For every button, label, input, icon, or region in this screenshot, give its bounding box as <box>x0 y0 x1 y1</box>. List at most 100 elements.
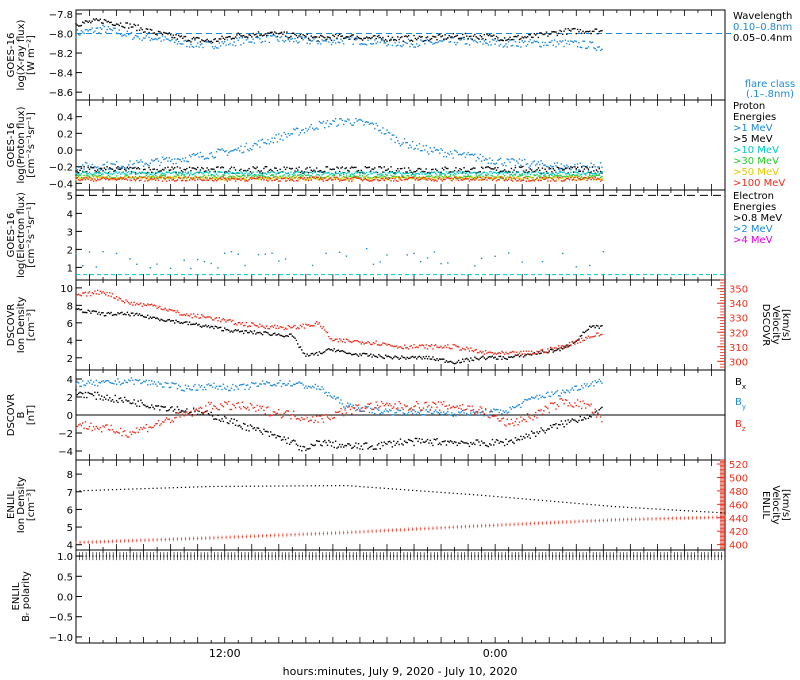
data-point <box>272 176 275 178</box>
data-point <box>411 173 414 176</box>
data-point <box>587 417 590 419</box>
data-point <box>553 31 556 33</box>
data-point <box>361 43 364 45</box>
data-point <box>349 444 352 447</box>
data-point <box>167 166 169 168</box>
data-point <box>434 359 437 362</box>
data-point <box>386 443 388 445</box>
data-point <box>349 175 352 177</box>
data-point <box>479 41 481 43</box>
data-point <box>551 426 553 429</box>
data-point <box>376 124 379 127</box>
data-point <box>291 32 294 35</box>
data-point <box>91 292 93 294</box>
series--10-mev <box>75 170 603 176</box>
data-point <box>537 161 540 163</box>
data-point <box>359 118 361 121</box>
data-point <box>487 173 490 175</box>
data-point <box>167 319 169 321</box>
data-point <box>489 356 491 358</box>
data-point <box>138 175 141 178</box>
data-point <box>326 38 329 40</box>
data-point <box>555 178 557 180</box>
data-point <box>92 173 95 175</box>
data-point <box>467 175 469 177</box>
data-point <box>578 419 580 422</box>
data-point <box>90 393 92 395</box>
data-point <box>343 37 345 40</box>
data-point <box>321 122 323 124</box>
data-point <box>301 349 303 351</box>
data-point <box>248 178 250 181</box>
data-point <box>194 177 196 180</box>
data-point <box>82 177 84 179</box>
data-point <box>494 38 496 40</box>
data-point <box>75 175 77 178</box>
data-point <box>516 172 518 174</box>
data-point <box>371 343 373 346</box>
data-point <box>507 41 510 43</box>
data-point <box>532 179 534 181</box>
data-point <box>379 355 381 357</box>
data-point <box>275 173 277 175</box>
data-point <box>224 41 226 43</box>
data-point <box>264 176 266 178</box>
data-point <box>440 178 442 181</box>
data-point <box>244 175 246 177</box>
data-point <box>315 127 318 129</box>
data-point <box>470 175 472 177</box>
data-point <box>260 139 262 141</box>
y-tick-label: −0.4 <box>49 179 73 190</box>
data-point <box>198 176 200 179</box>
data-point <box>551 171 553 173</box>
data-point <box>265 166 268 168</box>
data-point <box>146 164 149 166</box>
data-point <box>468 172 471 174</box>
data-point <box>213 47 215 50</box>
data-point <box>328 177 330 180</box>
data-point <box>595 410 598 412</box>
data-point <box>76 308 79 310</box>
data-point <box>210 317 212 319</box>
data-point <box>352 173 354 176</box>
data-point <box>215 166 218 169</box>
data-point <box>390 38 392 40</box>
data-point <box>340 118 342 120</box>
data-point <box>79 309 81 311</box>
data-point <box>471 38 473 40</box>
data-point <box>441 441 444 443</box>
data-point <box>599 180 602 182</box>
data-point <box>498 45 500 47</box>
data-point <box>128 164 130 166</box>
data-point <box>294 337 296 339</box>
data-point <box>425 175 427 178</box>
data-point <box>96 166 99 168</box>
data-point <box>482 37 484 40</box>
data-point <box>593 170 595 172</box>
data-point <box>106 21 108 23</box>
data-point <box>121 35 123 37</box>
data-point <box>506 46 509 48</box>
data-point <box>594 411 596 413</box>
data-point <box>376 176 379 179</box>
data-point <box>576 339 579 341</box>
data-point <box>414 170 417 173</box>
data-point <box>537 167 540 169</box>
data-point <box>288 325 291 328</box>
data-point <box>521 353 523 355</box>
data-point <box>268 333 271 336</box>
data-point <box>453 441 456 443</box>
data-point <box>582 177 584 180</box>
data-point <box>225 321 227 323</box>
data-point <box>384 177 387 179</box>
data-point <box>425 355 427 358</box>
data-point <box>429 175 431 178</box>
data-point <box>578 170 580 173</box>
data-point <box>157 30 160 33</box>
data-point <box>130 402 133 405</box>
data-point <box>491 438 494 441</box>
data-point <box>593 164 595 166</box>
data-point <box>336 37 338 39</box>
data-point <box>107 399 110 401</box>
data-point <box>374 35 376 37</box>
